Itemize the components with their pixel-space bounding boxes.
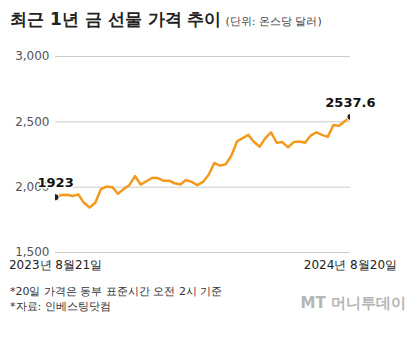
svg-text:1923: 1923 bbox=[38, 175, 74, 190]
svg-text:2,500: 2,500 bbox=[15, 115, 49, 129]
html-text:MT 머니투데이: MT 머니투데이 bbox=[300, 294, 406, 312]
svg-text:3,000: 3,000 bbox=[15, 49, 49, 63]
html-text:*자료: 인베스팅닷컴: *자료: 인베스팅닷컴 bbox=[10, 300, 111, 313]
svg-text:1,500: 1,500 bbox=[15, 245, 50, 260]
html-text:*20일 가격은 동부 표준시간 오전 2시 기준: *20일 가격은 동부 표준시간 오전 2시 기준 bbox=[10, 285, 223, 298]
svg-text:2023년 8월21일: 2023년 8월21일 bbox=[10, 258, 102, 272]
svg-text:2,000: 2,000 bbox=[15, 180, 50, 194]
svg-text:2024년 8월20일: 2024년 8월20일 bbox=[304, 258, 397, 272]
svg-text:2537.6: 2537.6 bbox=[325, 95, 375, 110]
html-text:최근 1년 금 선물 가격 추이 (단위: 온스당 달러): 최근 1년 금 선물 가격 추이 (단위: 온스당 달러) bbox=[10, 9, 322, 29]
